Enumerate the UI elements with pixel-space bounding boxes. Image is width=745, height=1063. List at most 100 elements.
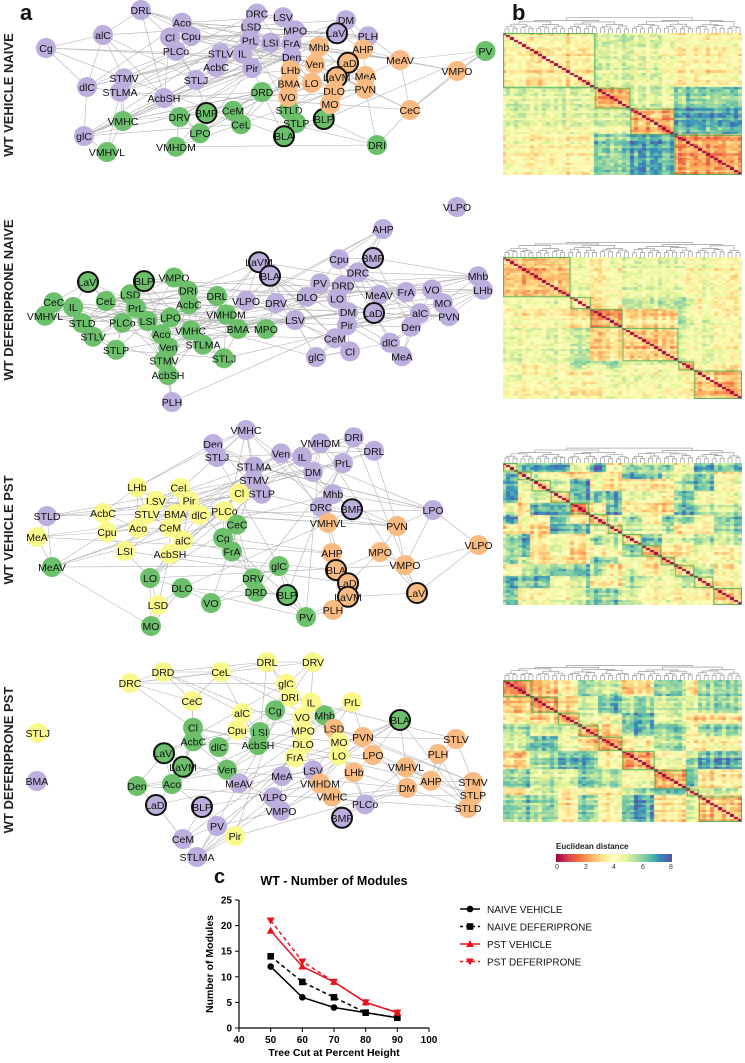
network-node[interactable]: PLH: [162, 392, 182, 412]
network-node[interactable]: AcbC: [176, 294, 202, 315]
network-node[interactable]: VMPO: [442, 61, 473, 81]
network-node[interactable]: AcbSH: [242, 735, 275, 755]
network-node[interactable]: LO: [329, 745, 349, 766]
network-node[interactable]: VLPO: [232, 290, 260, 311]
network-node[interactable]: CeC: [181, 691, 203, 711]
network-node[interactable]: MeAV: [38, 557, 66, 577]
network-node[interactable]: DRL: [256, 652, 278, 672]
network-node[interactable]: VLPO: [464, 535, 493, 555]
network-node[interactable]: DM: [303, 462, 323, 482]
network-node[interactable]: DRL: [206, 286, 228, 306]
network-node[interactable]: alC: [232, 703, 252, 723]
network-node[interactable]: MeA: [26, 527, 48, 547]
network-node[interactable]: Aco: [162, 774, 182, 794]
network-node[interactable]: PLCo: [211, 501, 238, 521]
network-node[interactable]: CeM: [324, 328, 346, 349]
network-node[interactable]: glC: [269, 556, 289, 576]
network-node[interactable]: VMPO: [266, 800, 297, 821]
network-node[interactable]: BLA: [259, 264, 281, 287]
network-node[interactable]: BMP: [195, 102, 218, 124]
network-node[interactable]: DRI: [280, 686, 300, 707]
network-node[interactable]: MeA: [271, 766, 293, 786]
network-node[interactable]: DRV: [265, 293, 287, 313]
network-node[interactable]: FrA: [285, 747, 305, 768]
network-node[interactable]: MeA: [391, 346, 413, 367]
network-node[interactable]: Aco: [151, 324, 172, 345]
network-node[interactable]: CeL: [211, 662, 231, 682]
network-node[interactable]: BMA: [26, 771, 49, 791]
network-node[interactable]: MO: [141, 616, 161, 636]
network-node[interactable]: MPO: [254, 319, 278, 339]
network-node[interactable]: BLP: [276, 584, 298, 606]
network-node[interactable]: glC: [74, 126, 94, 146]
network-node[interactable]: STLV: [443, 729, 469, 749]
network-node[interactable]: Den: [127, 776, 147, 796]
network-node[interactable]: BLP: [191, 796, 213, 818]
network-node[interactable]: Ven: [217, 759, 237, 780]
network-node[interactable]: VMHDM: [300, 433, 340, 454]
network-node[interactable]: STLJ: [184, 69, 209, 90]
network-node[interactable]: DLO: [296, 286, 318, 307]
network-node[interactable]: LaVl: [77, 271, 99, 293]
network-node[interactable]: VMHVL: [388, 757, 424, 778]
network-node[interactable]: PLCo: [352, 794, 378, 815]
network-node[interactable]: VO: [201, 593, 221, 613]
network-node[interactable]: MeAV: [365, 284, 393, 305]
network-node[interactable]: LaVl: [406, 582, 428, 604]
network-node[interactable]: VMHVL: [310, 512, 346, 533]
network-node[interactable]: Cl: [340, 341, 360, 362]
network-node[interactable]: DRV: [169, 107, 191, 127]
network-node[interactable]: STLD: [455, 798, 482, 818]
network-node[interactable]: Pir: [242, 58, 262, 78]
network-node[interactable]: PVN: [355, 78, 377, 99]
network-node[interactable]: Den: [401, 316, 421, 337]
network-node[interactable]: STLMA: [185, 334, 221, 355]
network-node[interactable]: LaVl: [326, 22, 348, 45]
network-node[interactable]: dlC: [380, 332, 400, 353]
network-node[interactable]: glC: [306, 347, 326, 367]
network-node[interactable]: BLP: [133, 270, 155, 293]
network-node[interactable]: CeC: [399, 100, 421, 120]
network-node[interactable]: Pir: [225, 826, 245, 846]
network-node[interactable]: VO: [422, 279, 442, 300]
network-node[interactable]: dlC: [208, 737, 229, 757]
network-node[interactable]: Pir: [179, 490, 199, 511]
network-node[interactable]: STLD: [69, 313, 96, 334]
network-node[interactable]: PV: [310, 273, 330, 294]
network-node[interactable]: MeAV: [225, 773, 253, 794]
network-node[interactable]: PVN: [438, 306, 460, 327]
network-node[interactable]: VMHC: [316, 786, 348, 807]
network-node[interactable]: Cpu: [227, 720, 247, 740]
network-node[interactable]: CeM: [172, 829, 194, 849]
network-node[interactable]: DRI: [343, 427, 364, 448]
network-node[interactable]: BLA: [273, 125, 295, 148]
network-node[interactable]: MPO: [368, 542, 392, 562]
network-node[interactable]: VMHC: [231, 420, 262, 440]
network-node[interactable]: LPO: [189, 123, 211, 144]
network-node[interactable]: LaDl: [337, 51, 359, 74]
network-node[interactable]: alC: [173, 530, 193, 551]
network-node[interactable]: CeL: [95, 291, 116, 311]
network-node[interactable]: PLH: [323, 599, 343, 620]
network-node[interactable]: LPO: [362, 745, 384, 765]
network-node[interactable]: LSV: [273, 7, 293, 28]
network-node[interactable]: DM: [397, 778, 417, 798]
network-node[interactable]: DRL: [130, 0, 152, 20]
network-node[interactable]: DRD: [251, 82, 274, 102]
network-node[interactable]: LSI: [115, 541, 135, 561]
network-node[interactable]: STLJ: [205, 447, 230, 467]
network-node[interactable]: LaVM: [334, 585, 362, 608]
network-node[interactable]: Ven: [271, 443, 291, 464]
network-node[interactable]: Cl: [229, 483, 250, 504]
network-node[interactable]: PrL: [333, 453, 353, 473]
network-node[interactable]: VMPO: [159, 267, 190, 288]
network-node[interactable]: PV: [207, 816, 227, 836]
network-node[interactable]: Mhb: [309, 36, 330, 57]
network-node[interactable]: LO: [327, 288, 347, 309]
network-node[interactable]: Ven: [304, 53, 325, 74]
network-node[interactable]: CeC: [226, 514, 248, 535]
network-node[interactable]: DRI: [367, 135, 387, 155]
network-node[interactable]: DRV: [302, 652, 324, 672]
network-node[interactable]: AcbSH: [148, 88, 181, 108]
network-node[interactable]: VMHC: [108, 111, 139, 131]
